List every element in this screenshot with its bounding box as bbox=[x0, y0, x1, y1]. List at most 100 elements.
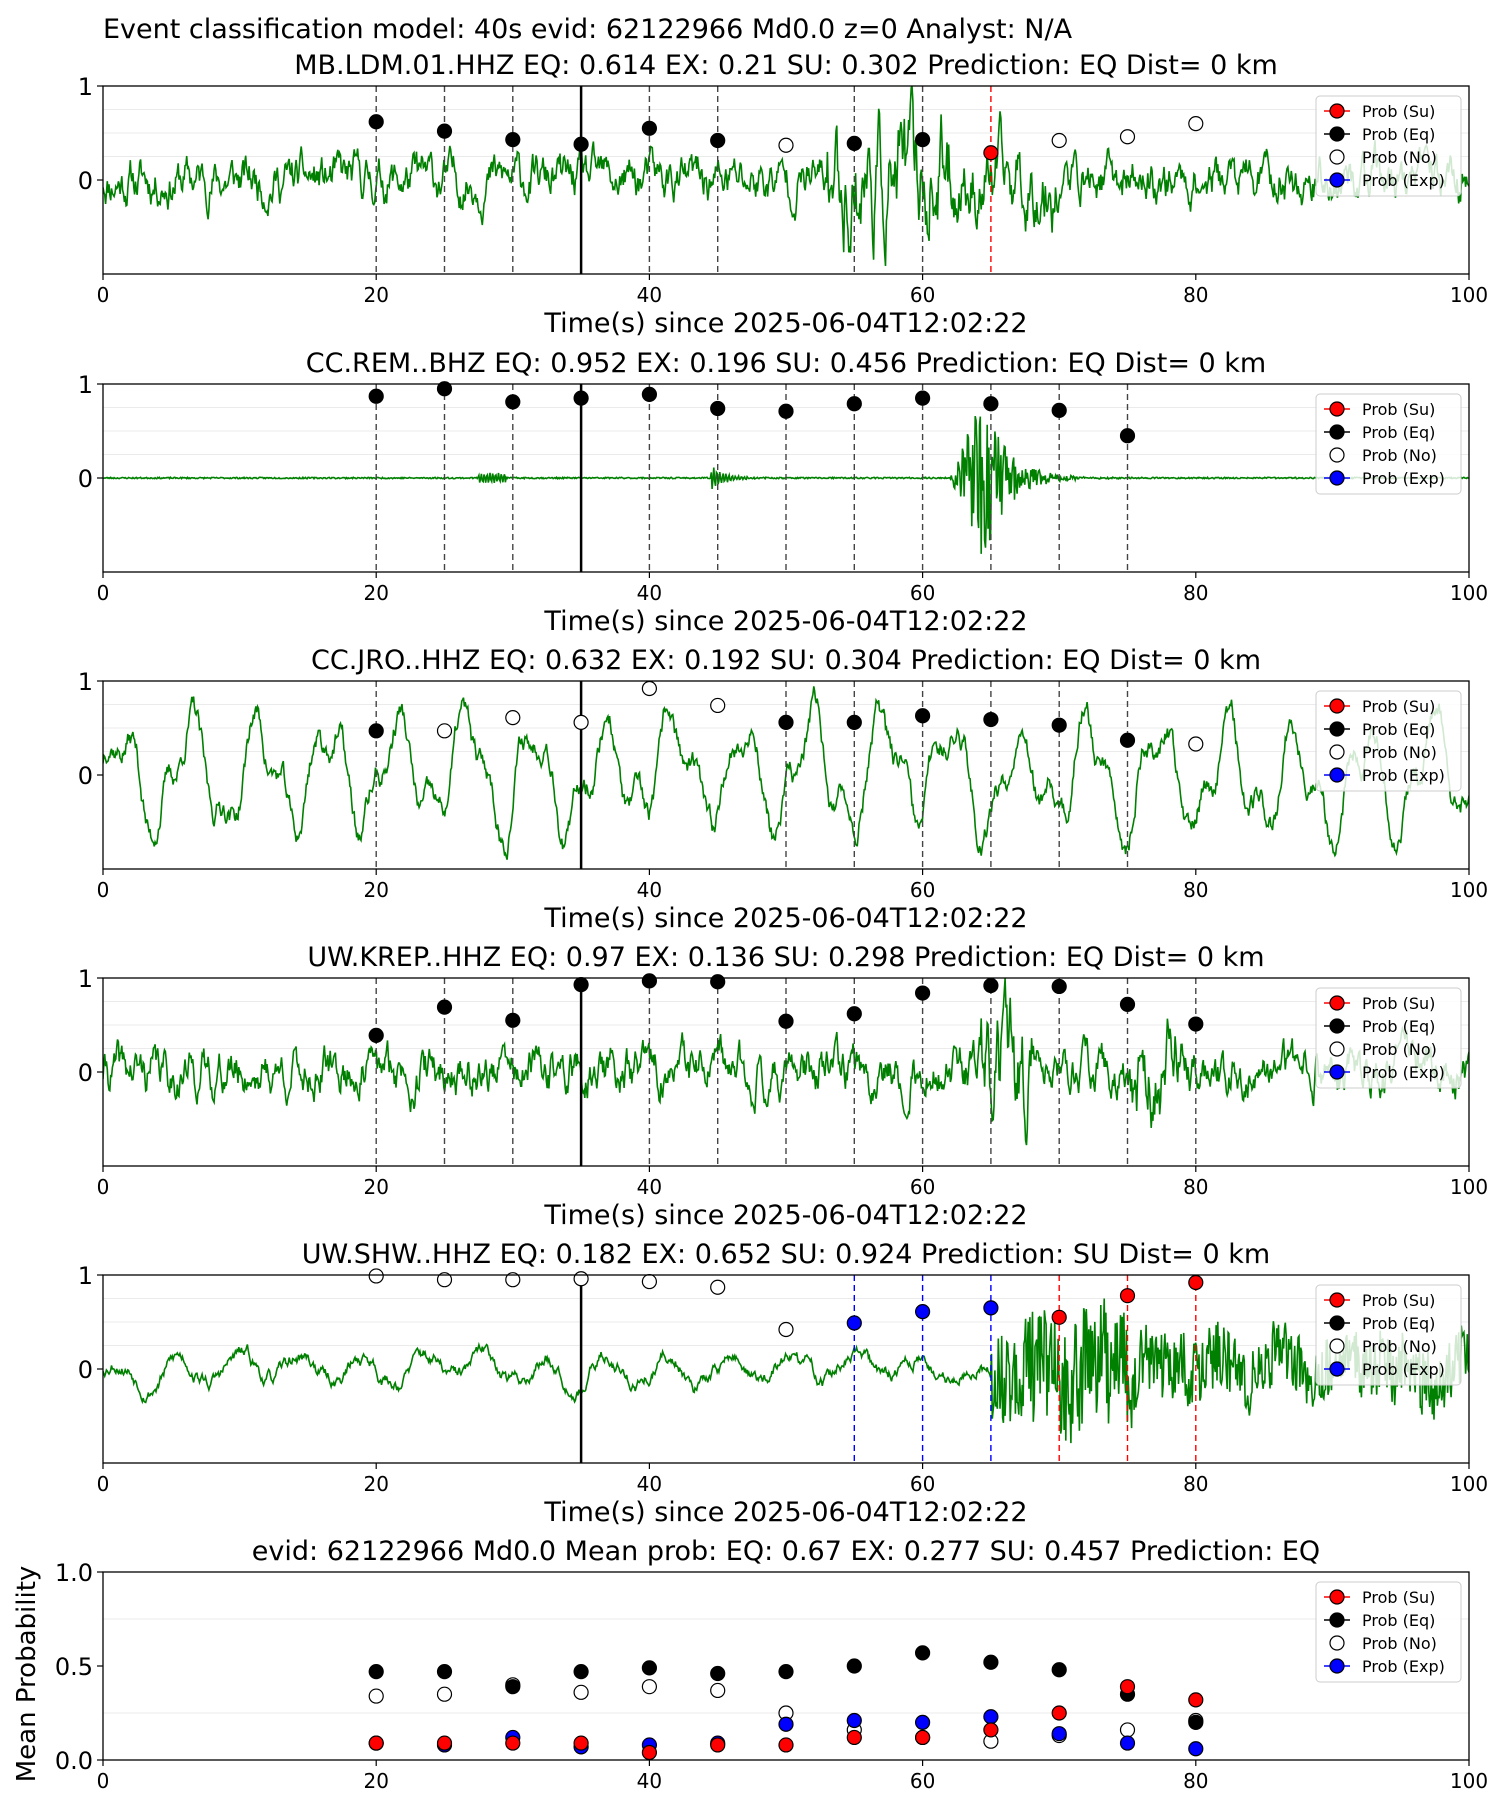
x-tick-label: 80 bbox=[1183, 1769, 1208, 1793]
point-no bbox=[1188, 115, 1204, 132]
panel-5: UW.SHW..HHZ EQ: 0.182 EX: 0.652 SU: 0.92… bbox=[78, 1239, 1488, 1528]
legend-box bbox=[1315, 1284, 1462, 1386]
panel-2: CC.REM..BHZ EQ: 0.952 EX: 0.196 SU: 0.45… bbox=[78, 348, 1488, 637]
x-tick-label: 100 bbox=[1450, 1769, 1488, 1793]
point-no bbox=[436, 1686, 453, 1702]
point-no bbox=[368, 1268, 384, 1284]
x-tick-label: 60 bbox=[910, 581, 935, 605]
legend-label: Prob (No) bbox=[1362, 148, 1437, 167]
legend-label: Prob (Exp) bbox=[1362, 171, 1445, 190]
point-eq bbox=[368, 388, 384, 404]
point-eq bbox=[778, 403, 794, 419]
point-eq bbox=[573, 976, 589, 993]
point-su bbox=[505, 1735, 521, 1751]
x-tick-label: 100 bbox=[1450, 1472, 1488, 1496]
legend-label: Prob (Eq) bbox=[1362, 1611, 1435, 1630]
legend-label: Prob (Su) bbox=[1362, 1588, 1435, 1607]
legend-marker-su bbox=[1329, 1589, 1345, 1605]
point-su bbox=[1188, 1274, 1204, 1291]
point-exp bbox=[846, 1315, 862, 1331]
legend-marker-eq bbox=[1329, 1018, 1345, 1034]
legend-marker-no bbox=[1329, 447, 1345, 463]
x-tick-label: 20 bbox=[363, 878, 388, 902]
point-eq bbox=[1051, 717, 1067, 733]
legend-label: Prob (Exp) bbox=[1362, 1360, 1445, 1379]
legend-label: Prob (No) bbox=[1362, 1634, 1437, 1653]
x-tick-label: 40 bbox=[637, 1769, 662, 1793]
legend-marker-exp bbox=[1329, 767, 1345, 783]
x-tick-label: 80 bbox=[1183, 1175, 1208, 1199]
point-exp bbox=[914, 1714, 931, 1731]
x-tick-label: 80 bbox=[1183, 1472, 1208, 1496]
point-exp bbox=[914, 1304, 931, 1320]
point-eq bbox=[368, 1664, 384, 1680]
legend-marker-eq bbox=[1329, 721, 1345, 737]
point-eq bbox=[1119, 732, 1136, 748]
y-tick-label: 0 bbox=[78, 1356, 93, 1384]
point-eq bbox=[778, 1013, 794, 1029]
point-exp bbox=[1188, 1741, 1204, 1757]
y-tick-label: 0.5 bbox=[55, 1653, 93, 1681]
point-no bbox=[641, 1273, 658, 1290]
point-eq bbox=[1188, 1714, 1204, 1731]
point-exp bbox=[1119, 1735, 1136, 1751]
legend-marker-exp bbox=[1329, 1361, 1345, 1377]
point-eq bbox=[914, 131, 931, 148]
point-no bbox=[436, 1272, 453, 1288]
panel-6: evid: 62122966 Md0.0 Mean prob: EQ: 0.67… bbox=[12, 1536, 1488, 1793]
panel-3: CC.JRO..HHZ EQ: 0.632 EX: 0.192 SU: 0.30… bbox=[78, 645, 1488, 934]
x-tick-label: 20 bbox=[363, 1769, 388, 1793]
point-eq bbox=[846, 1658, 862, 1674]
x-axis-label: Time(s) since 2025-06-04T12:02:22 bbox=[543, 308, 1027, 339]
legend-marker-eq bbox=[1329, 1315, 1345, 1331]
x-axis-label: Time(s) since 2025-06-04T12:02:22 bbox=[543, 1200, 1027, 1231]
point-eq bbox=[846, 396, 862, 412]
x-tick-label: 80 bbox=[1183, 283, 1208, 307]
legend: Prob (Su) Prob (Eq) Prob (No) Prob (Exp) bbox=[1315, 1581, 1462, 1683]
x-tick-label: 0 bbox=[97, 1472, 110, 1496]
waveform-trace bbox=[103, 1298, 1469, 1444]
x-tick-label: 40 bbox=[637, 581, 662, 605]
legend-box bbox=[1315, 987, 1462, 1089]
legend-marker-no bbox=[1329, 744, 1345, 760]
point-exp bbox=[778, 1716, 794, 1732]
point-eq bbox=[778, 1664, 794, 1680]
legend-marker-no bbox=[1329, 1041, 1345, 1057]
point-no bbox=[641, 680, 658, 697]
point-eq bbox=[914, 708, 931, 724]
y-tick-label: 0.0 bbox=[55, 1747, 93, 1775]
legend-label: Prob (No) bbox=[1362, 1337, 1437, 1356]
point-no bbox=[1119, 129, 1136, 145]
point-su bbox=[436, 1735, 453, 1751]
legend-box bbox=[1315, 1581, 1462, 1683]
legend-marker-su bbox=[1329, 1292, 1345, 1308]
point-no bbox=[710, 1682, 726, 1699]
legend: Prob (Su) Prob (Eq) Prob (No) Prob (Exp) bbox=[1315, 95, 1462, 197]
point-eq bbox=[641, 120, 658, 136]
panel-title: MB.LDM.01.HHZ EQ: 0.614 EX: 0.21 SU: 0.3… bbox=[294, 50, 1278, 81]
legend-box bbox=[1315, 95, 1462, 197]
point-eq bbox=[573, 390, 589, 406]
legend-label: Prob (Eq) bbox=[1362, 1017, 1435, 1036]
point-su bbox=[710, 1737, 726, 1753]
x-tick-label: 20 bbox=[363, 1472, 388, 1496]
point-eq bbox=[505, 131, 521, 148]
legend-label: Prob (Eq) bbox=[1362, 1314, 1435, 1333]
point-eq bbox=[914, 1645, 931, 1661]
point-eq bbox=[914, 390, 931, 406]
y-tick-label: 1 bbox=[78, 668, 93, 696]
legend: Prob (Su) Prob (Eq) Prob (No) Prob (Exp) bbox=[1315, 393, 1462, 495]
point-su bbox=[983, 145, 999, 161]
legend-label: Prob (No) bbox=[1362, 446, 1437, 465]
point-exp bbox=[846, 1712, 862, 1729]
legend-marker-eq bbox=[1329, 126, 1345, 142]
x-tick-label: 60 bbox=[910, 1769, 935, 1793]
legend-marker-su bbox=[1329, 103, 1345, 119]
point-eq bbox=[983, 1654, 999, 1670]
point-eq bbox=[846, 1006, 862, 1022]
point-eq bbox=[710, 132, 726, 149]
figure-title: Event classification model: 40s evid: 62… bbox=[103, 14, 1073, 45]
x-tick-label: 60 bbox=[910, 1472, 935, 1496]
point-no bbox=[573, 714, 589, 730]
point-eq bbox=[710, 974, 726, 990]
